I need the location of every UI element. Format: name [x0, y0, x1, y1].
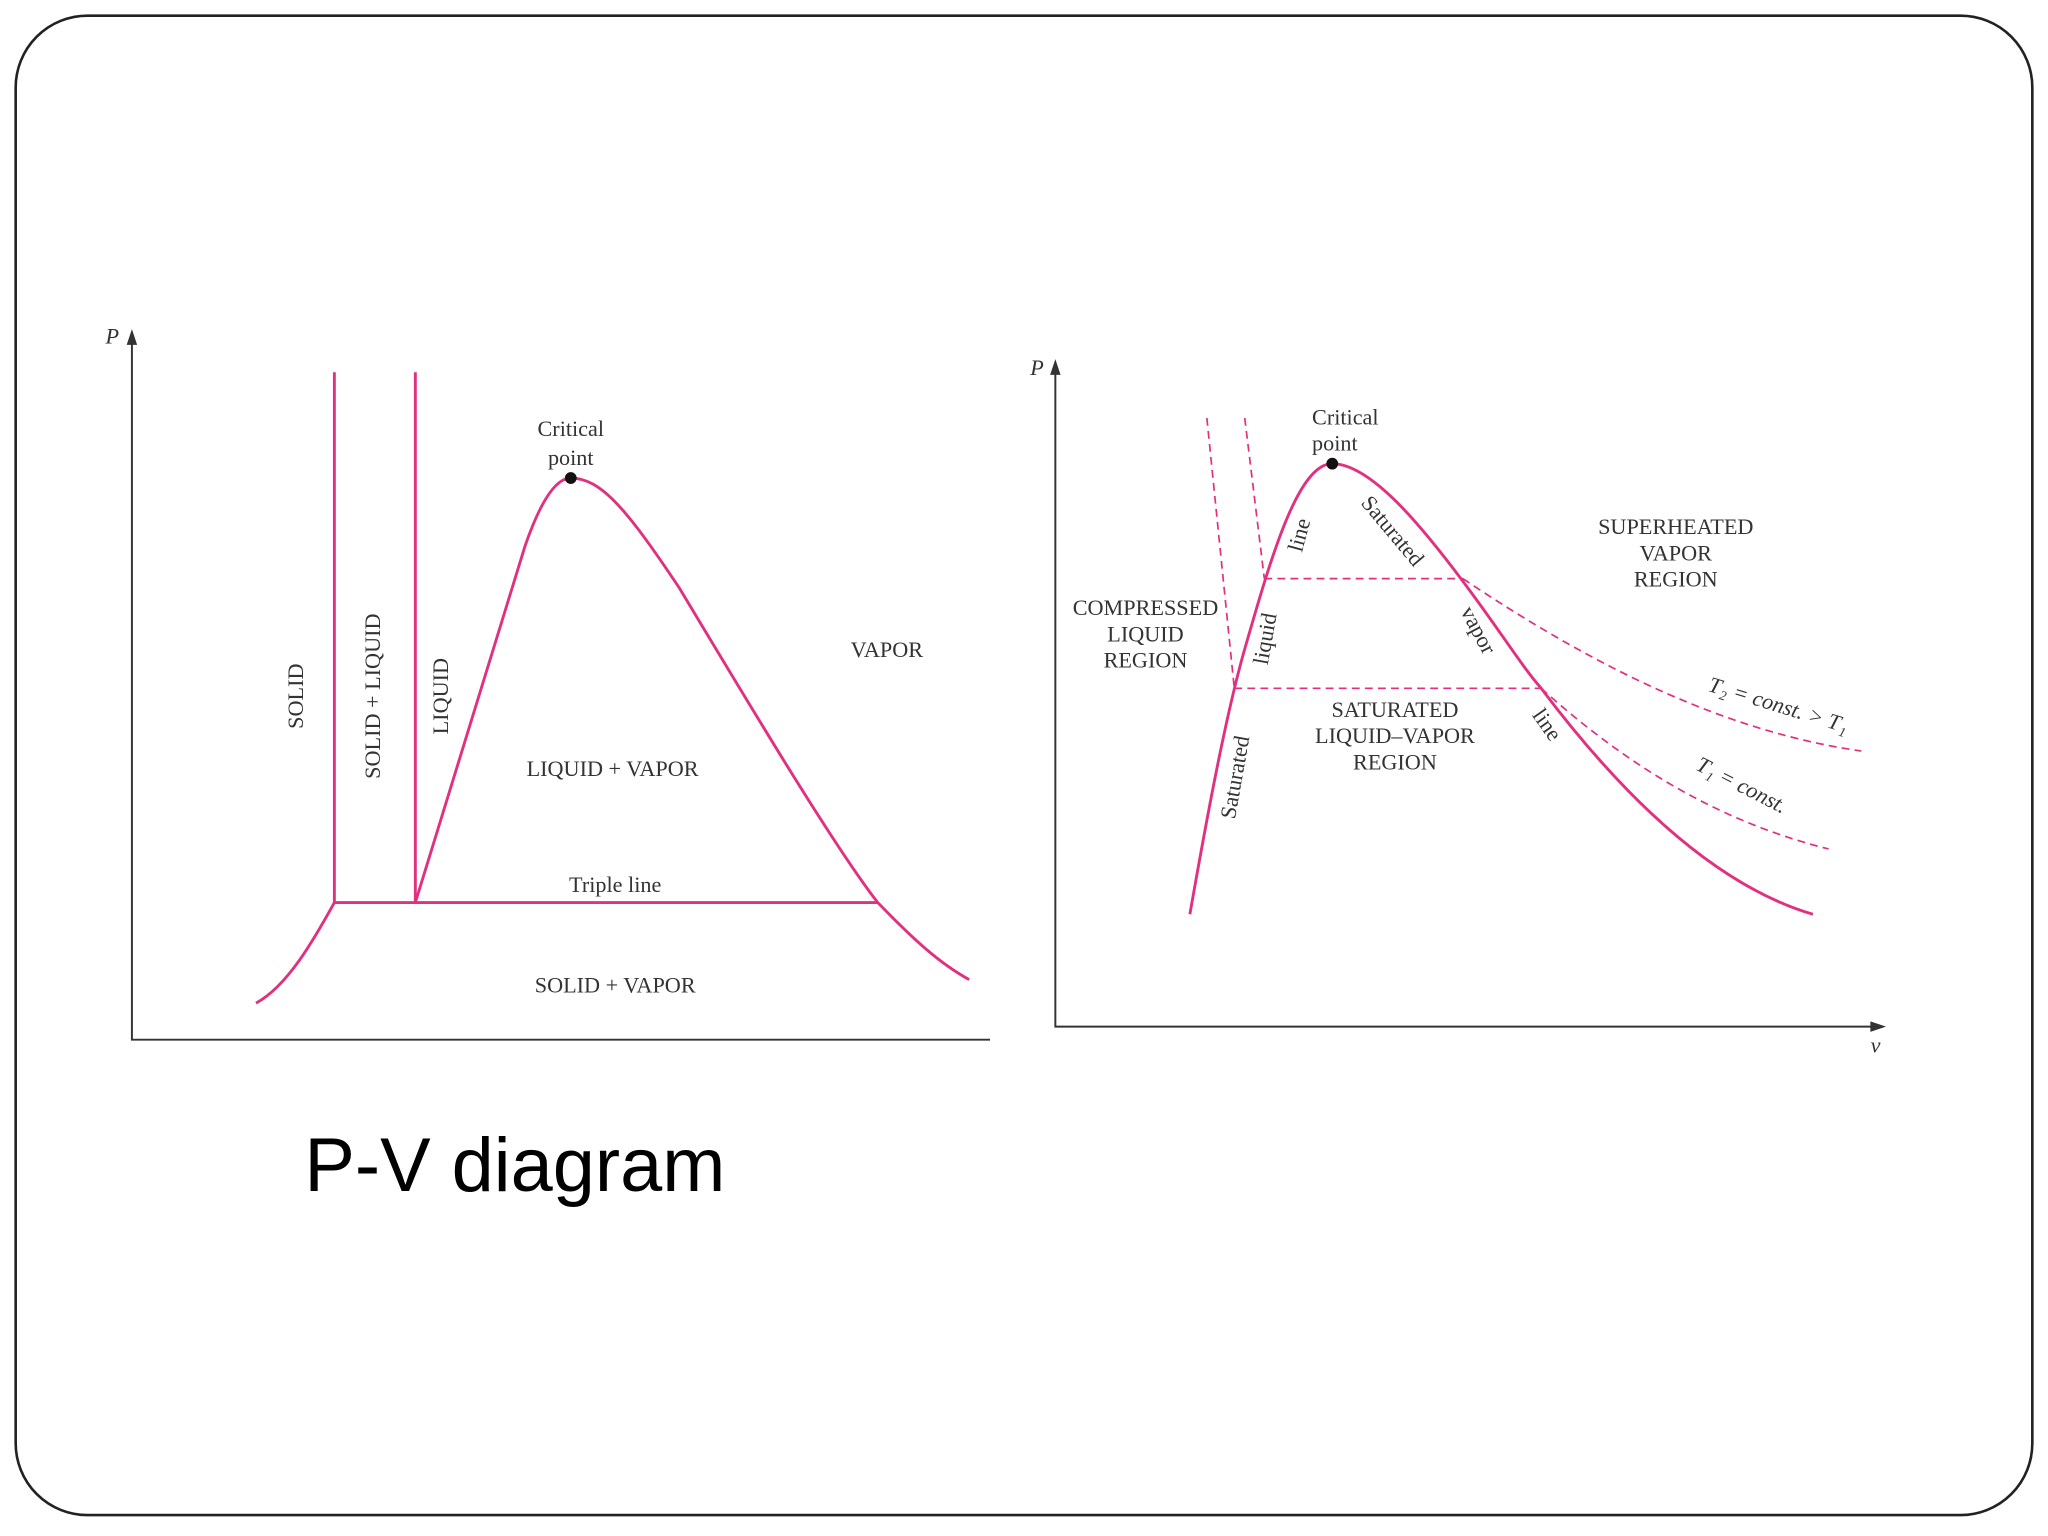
label: Triple line [569, 872, 661, 897]
label: LIQUID [428, 658, 453, 734]
label: SOLID + LIQUID [360, 613, 385, 778]
label: Critical [538, 416, 605, 441]
dome [1188, 462, 1814, 916]
slide-border [14, 14, 2034, 1517]
arrow [126, 329, 138, 345]
label: REGION [1353, 749, 1437, 774]
axis-label: P [1029, 355, 1044, 380]
label: point [1312, 431, 1358, 456]
critical-point [564, 472, 577, 484]
isotherms [1206, 417, 1862, 850]
axis-label: v [1871, 1033, 1881, 1058]
label: COMPRESSED [1073, 595, 1219, 620]
axes [130, 339, 991, 1041]
left-diagram: P Critical point SOLID SOLID + LIQUID LI… [105, 324, 991, 1041]
label: LIQUID [1107, 621, 1183, 646]
label: REGION [1104, 647, 1188, 672]
label: VAPOR [1640, 540, 1713, 565]
label: SOLID [283, 663, 308, 728]
label: SUPERHEATED [1598, 514, 1753, 539]
label: SOLID + VAPOR [535, 973, 696, 998]
label: SATURATED [1331, 697, 1458, 722]
dome [413, 476, 970, 981]
label: LIQUID–VAPOR [1315, 723, 1475, 748]
label: Critical [1312, 404, 1379, 429]
label: VAPOR [851, 637, 924, 662]
phase-lines [255, 372, 878, 1005]
critical-point [1326, 457, 1339, 470]
label: LIQUID + VAPOR [527, 756, 699, 781]
label: point [548, 445, 594, 470]
axis-label: P [105, 324, 120, 349]
axes [1054, 369, 1879, 1028]
label: REGION [1634, 566, 1718, 591]
slide-title: P-V diagram [304, 1123, 725, 1208]
